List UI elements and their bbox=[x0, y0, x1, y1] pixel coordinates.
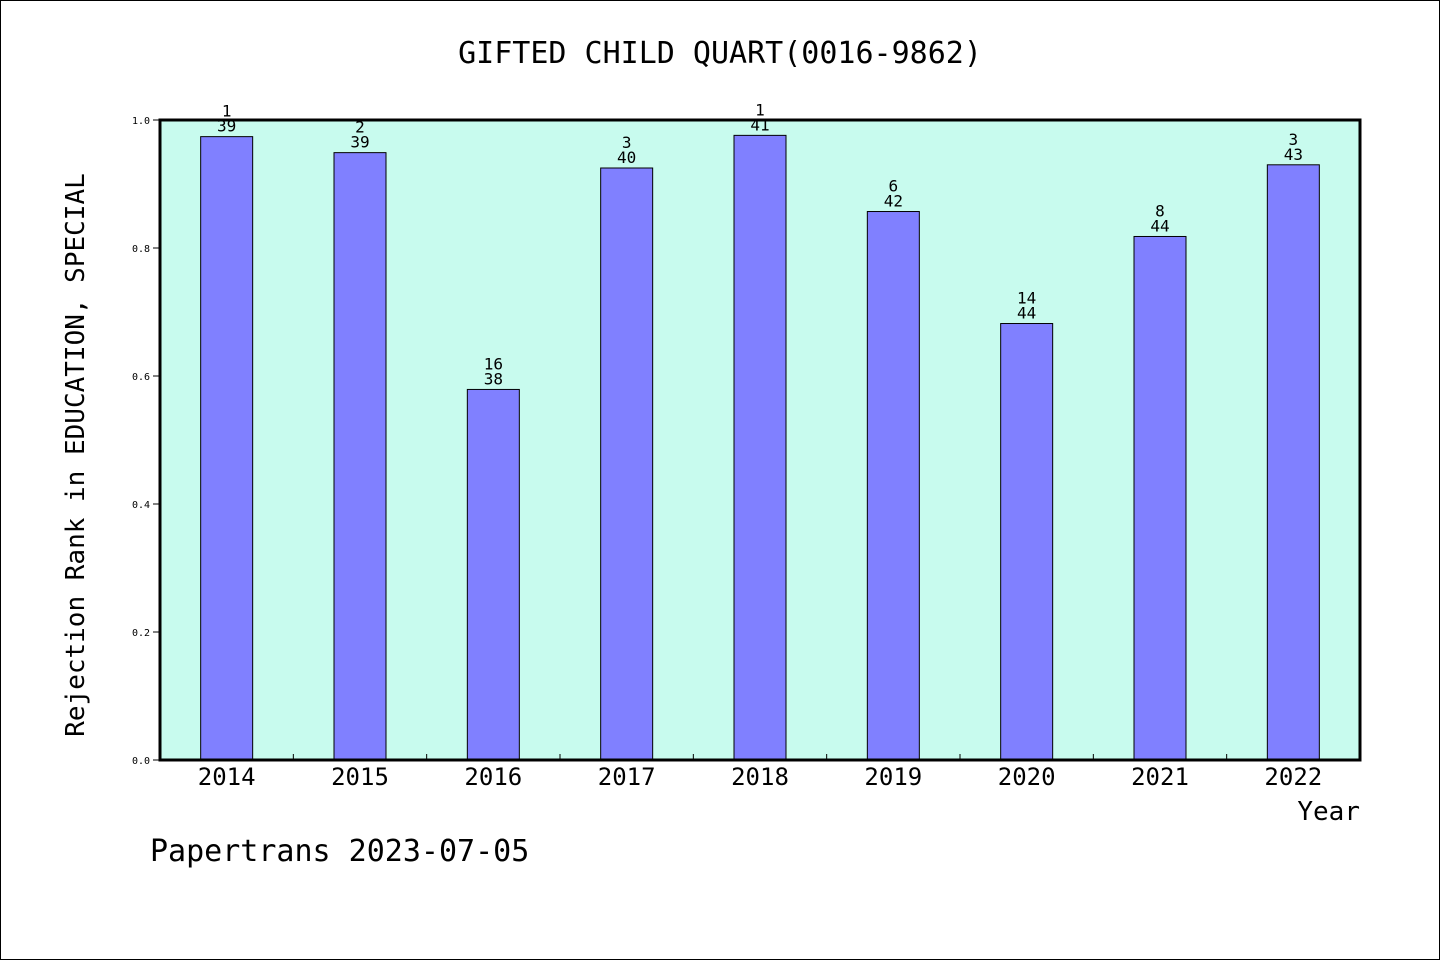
bar-total-label: 38 bbox=[484, 369, 503, 388]
y-axis: 0.0 0.2 0.4 0.6 0.8 1.0 bbox=[132, 116, 160, 767]
bar-total-label: 44 bbox=[1150, 216, 1169, 235]
y-tick-label: 0.2 bbox=[132, 628, 150, 639]
x-tick-label: 2021 bbox=[1131, 763, 1189, 791]
plot-border bbox=[158, 118, 1362, 762]
bar-2016 bbox=[466, 388, 520, 761]
bar-total-label: 41 bbox=[750, 115, 769, 134]
x-tick-label: 2022 bbox=[1264, 763, 1322, 791]
bar-rank-label: 2 bbox=[355, 118, 365, 137]
bar-2015 bbox=[333, 152, 387, 761]
bar-rank-label: 1 bbox=[755, 100, 765, 119]
x-tick-label: 2018 bbox=[731, 763, 789, 791]
bar-2014 bbox=[200, 136, 254, 761]
y-tick-label: 0.6 bbox=[132, 372, 150, 383]
bar-rank-label: 3 bbox=[1289, 130, 1299, 149]
x-tick-label: 2019 bbox=[864, 763, 922, 791]
y-tick-label: 0.0 bbox=[132, 756, 150, 767]
bar-2022 bbox=[1266, 164, 1320, 761]
y-tick-label: 1.0 bbox=[132, 116, 150, 127]
y-axis-label: Rejection Rank in EDUCATION, SPECIAL bbox=[61, 173, 91, 737]
x-axis: 2014 2015 2016 2017 2018 2019 2020 2021 2022 bbox=[198, 754, 1322, 791]
footer-credit: Papertrans 2023-07-05 bbox=[150, 834, 530, 869]
x-axis-label: Year bbox=[1297, 797, 1360, 827]
chart-title: GIFTED CHILD QUART(0016-9862) bbox=[458, 36, 982, 71]
y-tick-label: 0.8 bbox=[132, 244, 150, 255]
bar-2017 bbox=[600, 167, 654, 761]
bar-2021 bbox=[1133, 235, 1187, 761]
bar-rank-label: 16 bbox=[484, 354, 503, 373]
bar-rank-label: 14 bbox=[1017, 289, 1036, 308]
bars-group bbox=[200, 134, 1320, 761]
x-tick-label: 2016 bbox=[464, 763, 522, 791]
x-tick-label: 2015 bbox=[331, 763, 389, 791]
bar-total-label: 39 bbox=[350, 133, 369, 152]
y-tick-label: 0.4 bbox=[132, 500, 150, 511]
x-tick-label: 2017 bbox=[598, 763, 656, 791]
bar-2018 bbox=[733, 134, 787, 761]
bar-2019 bbox=[866, 211, 920, 761]
x-tick-label: 2020 bbox=[998, 763, 1056, 791]
bar-rank-label: 6 bbox=[889, 177, 899, 196]
bar-rank-label: 1 bbox=[222, 102, 232, 121]
bar-rank-label: 3 bbox=[622, 133, 632, 152]
bar-2020 bbox=[1000, 323, 1054, 761]
bar-total-label: 44 bbox=[1017, 304, 1036, 323]
bar-total-label: 40 bbox=[617, 148, 636, 167]
bar-total-label: 43 bbox=[1284, 145, 1303, 164]
bar-total-label: 42 bbox=[884, 192, 903, 211]
bar-rank-label: 8 bbox=[1155, 201, 1165, 220]
x-tick-label: 2014 bbox=[198, 763, 256, 791]
